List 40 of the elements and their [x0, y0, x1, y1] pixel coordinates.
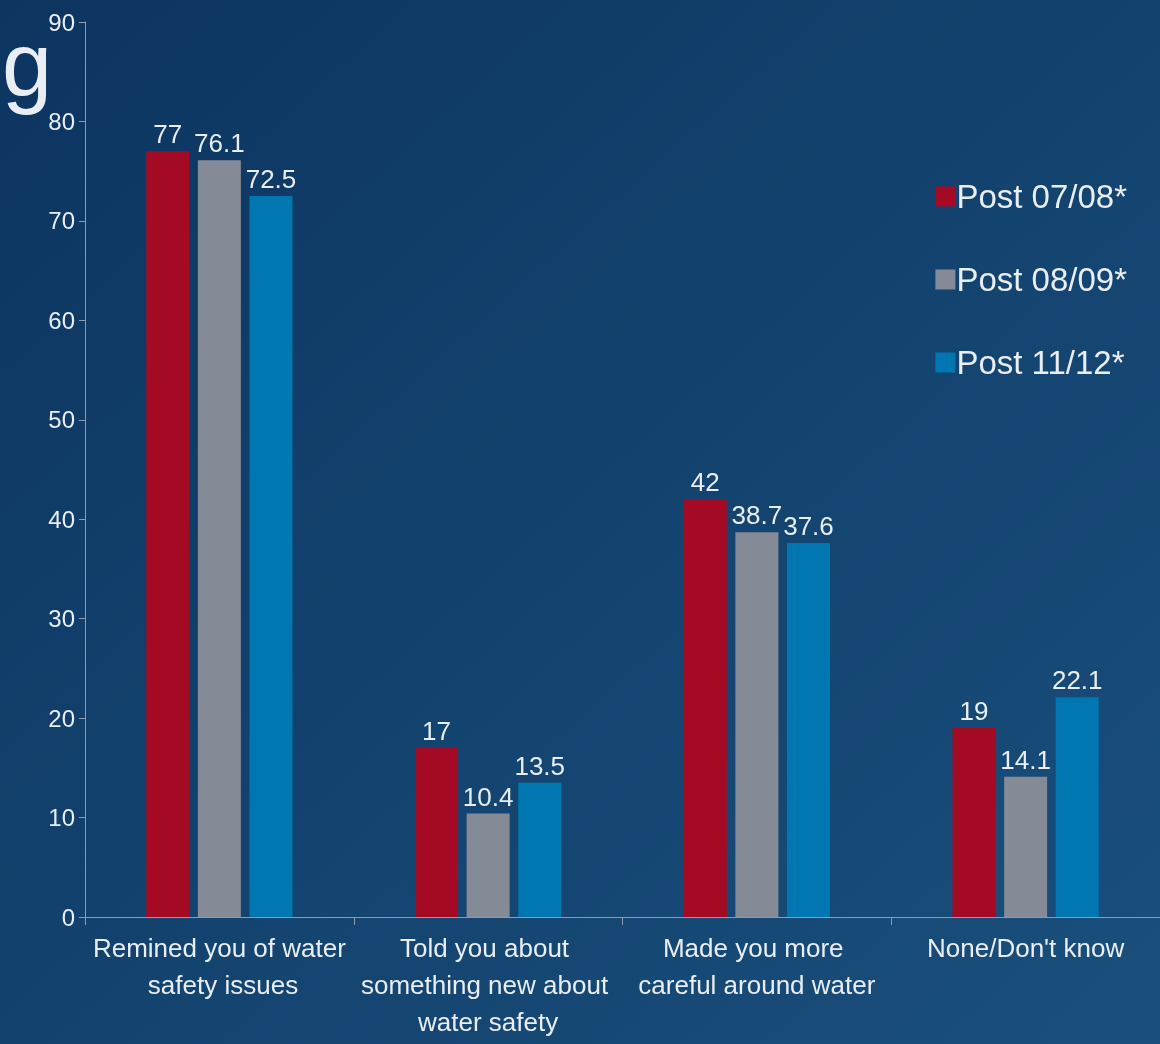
y-tick-label: 70: [48, 207, 75, 235]
data-label: 14.1: [1000, 744, 1051, 775]
data-label: 77: [153, 119, 183, 150]
y-tick-label: 60: [48, 306, 75, 334]
legend-label: Post 11/12*: [956, 344, 1125, 381]
data-label: 19: [959, 696, 989, 727]
bar: [197, 160, 241, 917]
data-label: 72.5: [245, 164, 297, 195]
y-tick-label: 10: [48, 804, 75, 832]
data-label: 10.4: [462, 781, 514, 812]
bar: [786, 543, 830, 917]
data-label: 22.1: [1051, 665, 1103, 696]
data-label: 38.7: [731, 500, 783, 531]
x-tick-label: Made you more careful around water: [638, 932, 876, 1000]
bar: [249, 196, 293, 917]
data-label: 37.6: [783, 511, 834, 542]
x-tick-label: Told you about something new about water safety: [360, 932, 616, 1037]
bar: [735, 532, 779, 917]
data-label: 17: [422, 715, 451, 746]
bar: [415, 747, 459, 917]
bar: [952, 728, 996, 917]
legend-label: Post 08/09*: [956, 261, 1128, 298]
y-tick-label: 40: [48, 505, 75, 533]
data-label: 42: [690, 467, 720, 498]
bar: [1004, 776, 1048, 917]
bar: [146, 151, 190, 917]
y-tick-label: 80: [48, 107, 75, 135]
x-tick-label: None/Don't know: [927, 932, 1125, 963]
y-tick-label: 20: [48, 704, 75, 732]
legend-label: Post 07/08*: [956, 178, 1128, 215]
y-tick-label: 0: [61, 903, 75, 931]
data-label: 76.1: [194, 128, 245, 159]
bar: [683, 499, 727, 917]
bar: [1055, 697, 1099, 917]
data-label: 13.5: [514, 750, 566, 781]
bar: [466, 813, 510, 917]
y-tick-label: 50: [48, 406, 75, 434]
x-tick-label: Remined you of water safety issues: [92, 932, 347, 1000]
y-tick-label: 30: [48, 605, 75, 633]
bar: [518, 782, 562, 917]
